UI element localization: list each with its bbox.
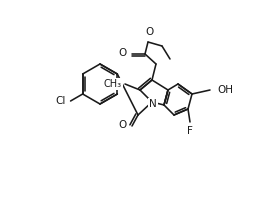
Text: O: O	[119, 120, 127, 130]
Text: O: O	[119, 48, 127, 58]
Text: CH₃: CH₃	[104, 79, 122, 89]
Text: N: N	[149, 99, 157, 109]
Text: O: O	[146, 27, 154, 37]
Text: OH: OH	[217, 85, 233, 95]
Text: F: F	[187, 126, 193, 136]
Text: Cl: Cl	[55, 96, 66, 106]
